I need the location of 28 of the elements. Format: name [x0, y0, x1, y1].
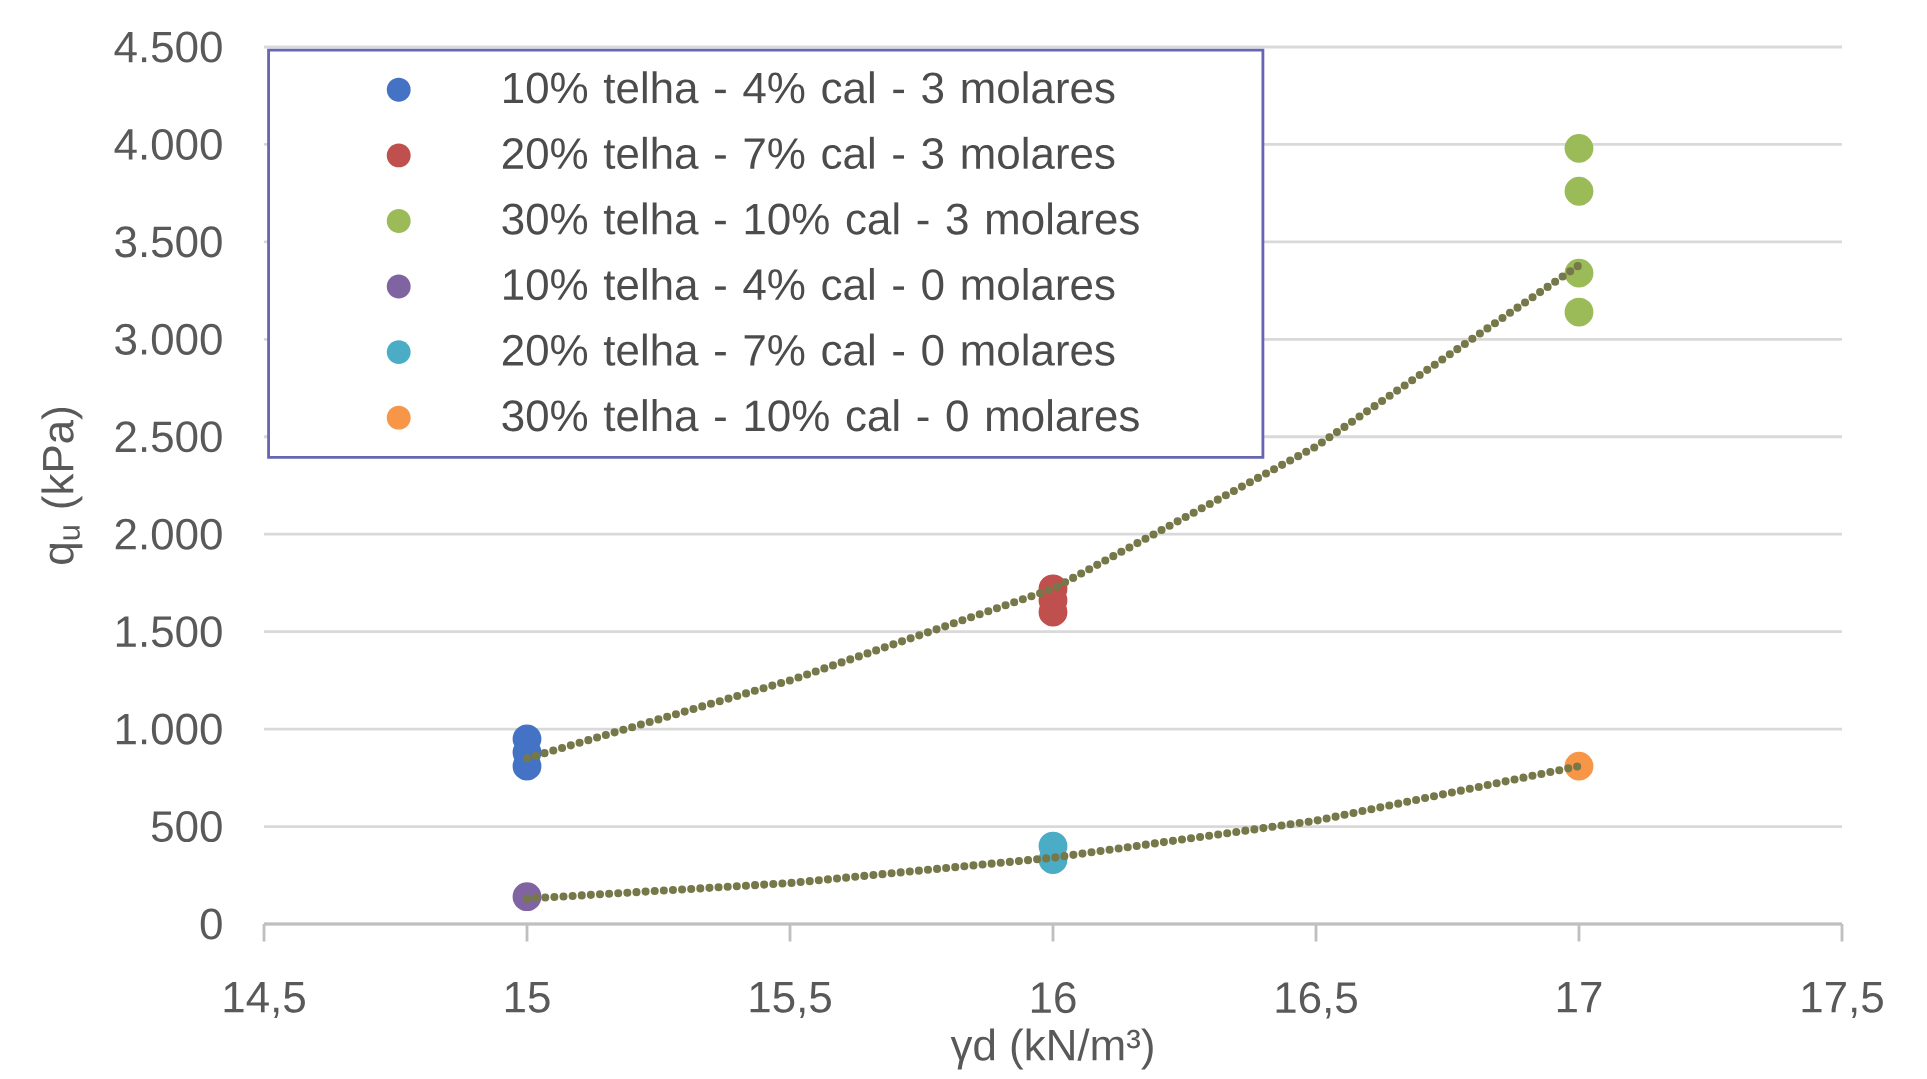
x-axis-title: γd (kN/m³) [950, 1028, 1153, 1070]
x-tick-label: 16 [1031, 982, 1076, 1014]
y-tick-label: 2.000 [115, 518, 222, 550]
y-tick-label: 500 [151, 811, 222, 843]
point [1564, 133, 1594, 163]
y-tick-label: 4.500 [114, 31, 222, 63]
legend-label: 30% telha - 10% cal - 3 molares [502, 202, 1139, 235]
x-tick-label: 14,5 [224, 982, 305, 1018]
legend-label: 20% telha - 7% cal - 3 molares [502, 136, 1115, 170]
y-tick-label: 2.500 [115, 421, 222, 453]
y-tick-label: 0 [200, 908, 222, 940]
x-tick-label: 15 [505, 982, 550, 1013]
point [1564, 297, 1594, 327]
y-tick-label: 3.500 [115, 226, 222, 258]
y-axis-title: q$_{u}$ (kPa) [41, 408, 83, 564]
x-tick-label: 17 [1557, 982, 1602, 1013]
y-tick-label: 4.000 [114, 128, 222, 161]
y-tick-label: 3.000 [115, 323, 222, 355]
x-tick-label: 16,5 [1276, 982, 1357, 1019]
y-tick-label: 1.500 [116, 616, 222, 648]
y-tick-label: 1.000 [116, 713, 222, 745]
legend-label: 10% telha - 4% cal - 3 molares [504, 71, 1115, 104]
legend-label: 30% telha - 10% cal - 0 molares [502, 399, 1139, 432]
point [1564, 176, 1594, 206]
x-tick-label: 17,5 [1802, 982, 1883, 1018]
legend-label: 10% telha - 4% cal - 0 molares [504, 267, 1115, 301]
legend-label: 20% telha - 7% cal - 0 molares [502, 333, 1115, 366]
x-tick-label: 15,5 [750, 982, 831, 1018]
